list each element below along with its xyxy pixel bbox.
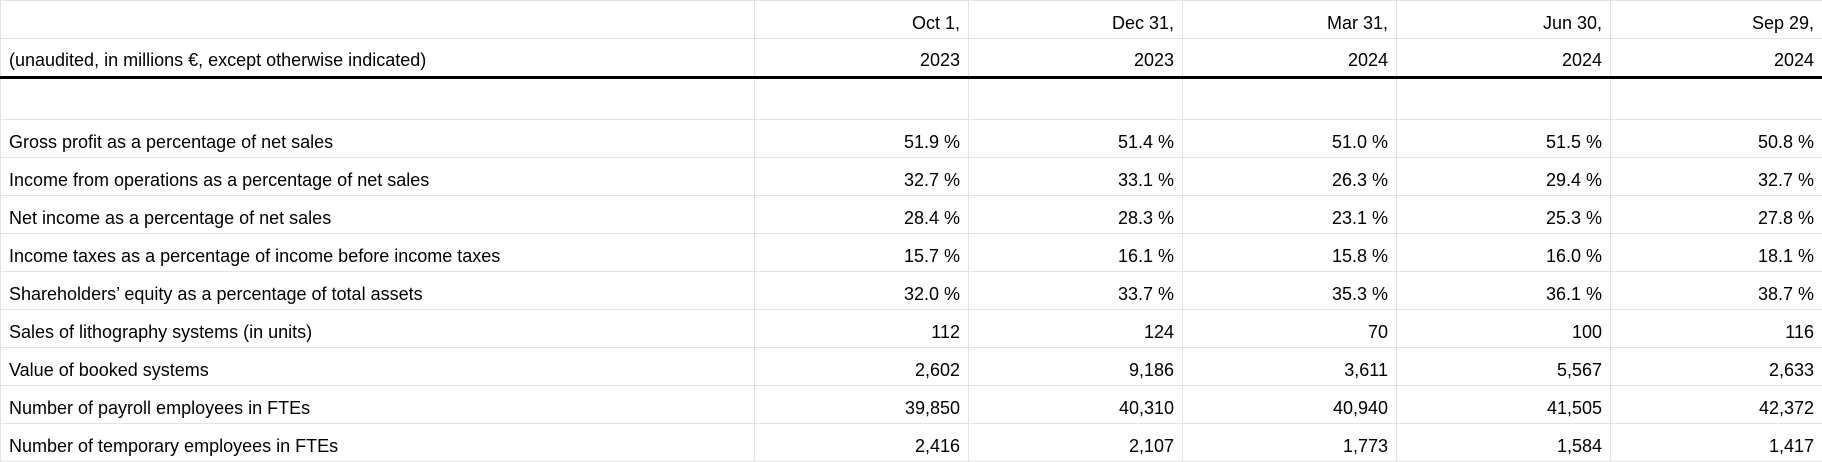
table-row-income-from-operations: Income from operations as a percentage o… [1,158,1822,196]
value-cell[interactable]: 40,940 [1183,386,1397,424]
value-cell[interactable]: 16.1 % [969,234,1183,272]
header-row-2: (unaudited, in millions €, except otherw… [1,39,1822,78]
value-cell[interactable]: 36.1 % [1397,272,1611,310]
header-empty-cell[interactable] [1,1,755,39]
value-cell[interactable]: 40,310 [969,386,1183,424]
value-cell[interactable]: 27.8 % [1611,196,1822,234]
table-row-booked-systems: Value of booked systems 2,602 9,186 3,61… [1,348,1822,386]
column-header-date[interactable]: Sep 29, [1611,1,1822,39]
column-header-date[interactable]: Oct 1, [755,1,969,39]
table-row-lithography-units: Sales of lithography systems (in units) … [1,310,1822,348]
value-cell[interactable]: 1,773 [1183,424,1397,462]
value-cell[interactable]: 16.0 % [1397,234,1611,272]
table-row-gross-profit: Gross profit as a percentage of net sale… [1,120,1822,158]
value-cell[interactable]: 33.7 % [969,272,1183,310]
row-label[interactable]: Net income as a percentage of net sales [1,196,755,234]
row-label[interactable]: Income from operations as a percentage o… [1,158,755,196]
row-label[interactable]: Sales of lithography systems (in units) [1,310,755,348]
value-cell[interactable]: 39,850 [755,386,969,424]
value-cell[interactable]: 35.3 % [1183,272,1397,310]
value-cell[interactable]: 51.0 % [1183,120,1397,158]
value-cell[interactable]: 70 [1183,310,1397,348]
value-cell[interactable]: 2,602 [755,348,969,386]
table-row-payroll-employees: Number of payroll employees in FTEs 39,8… [1,386,1822,424]
row-label[interactable]: Income taxes as a percentage of income b… [1,234,755,272]
column-header-year[interactable]: 2023 [969,39,1183,78]
column-header-year[interactable]: 2023 [755,39,969,78]
value-cell[interactable]: 28.3 % [969,196,1183,234]
value-cell[interactable]: 100 [1397,310,1611,348]
value-cell[interactable]: 15.7 % [755,234,969,272]
empty-cell[interactable] [1183,78,1397,120]
value-cell[interactable]: 41,505 [1397,386,1611,424]
value-cell[interactable]: 50.8 % [1611,120,1822,158]
value-cell[interactable]: 51.5 % [1397,120,1611,158]
value-cell[interactable]: 32.7 % [755,158,969,196]
row-label[interactable]: Number of temporary employees in FTEs [1,424,755,462]
empty-cell[interactable] [755,78,969,120]
value-cell[interactable]: 116 [1611,310,1822,348]
value-cell[interactable]: 112 [755,310,969,348]
value-cell[interactable]: 3,611 [1183,348,1397,386]
value-cell[interactable]: 18.1 % [1611,234,1822,272]
row-label[interactable]: Shareholders’ equity as a percentage of … [1,272,755,310]
table-caption[interactable]: (unaudited, in millions €, except otherw… [1,39,755,78]
value-cell[interactable]: 5,567 [1397,348,1611,386]
value-cell[interactable]: 2,416 [755,424,969,462]
row-label[interactable]: Value of booked systems [1,348,755,386]
value-cell[interactable]: 1,584 [1397,424,1611,462]
table-row-temporary-employees: Number of temporary employees in FTEs 2,… [1,424,1822,462]
column-header-year[interactable]: 2024 [1183,39,1397,78]
table-row-income-taxes: Income taxes as a percentage of income b… [1,234,1822,272]
table-row-shareholders-equity: Shareholders’ equity as a percentage of … [1,272,1822,310]
value-cell[interactable]: 15.8 % [1183,234,1397,272]
value-cell[interactable]: 28.4 % [755,196,969,234]
value-cell[interactable]: 26.3 % [1183,158,1397,196]
empty-cell[interactable] [1,78,755,120]
column-header-date[interactable]: Jun 30, [1397,1,1611,39]
value-cell[interactable]: 25.3 % [1397,196,1611,234]
column-header-year[interactable]: 2024 [1611,39,1822,78]
header-row-1: Oct 1, Dec 31, Mar 31, Jun 30, Sep 29, [1,1,1822,39]
value-cell[interactable]: 51.4 % [969,120,1183,158]
column-header-year[interactable]: 2024 [1397,39,1611,78]
empty-cell[interactable] [1611,78,1822,120]
empty-cell[interactable] [1397,78,1611,120]
value-cell[interactable]: 1,417 [1611,424,1822,462]
value-cell[interactable]: 32.0 % [755,272,969,310]
value-cell[interactable]: 38.7 % [1611,272,1822,310]
row-label[interactable]: Gross profit as a percentage of net sale… [1,120,755,158]
spacer-row [1,78,1822,120]
empty-cell[interactable] [969,78,1183,120]
table-row-net-income: Net income as a percentage of net sales … [1,196,1822,234]
value-cell[interactable]: 29.4 % [1397,158,1611,196]
value-cell[interactable]: 42,372 [1611,386,1822,424]
value-cell[interactable]: 51.9 % [755,120,969,158]
row-label[interactable]: Number of payroll employees in FTEs [1,386,755,424]
column-header-date[interactable]: Mar 31, [1183,1,1397,39]
value-cell[interactable]: 2,107 [969,424,1183,462]
value-cell[interactable]: 124 [969,310,1183,348]
column-header-date[interactable]: Dec 31, [969,1,1183,39]
value-cell[interactable]: 2,633 [1611,348,1822,386]
value-cell[interactable]: 23.1 % [1183,196,1397,234]
value-cell[interactable]: 9,186 [969,348,1183,386]
value-cell[interactable]: 33.1 % [969,158,1183,196]
value-cell[interactable]: 32.7 % [1611,158,1822,196]
